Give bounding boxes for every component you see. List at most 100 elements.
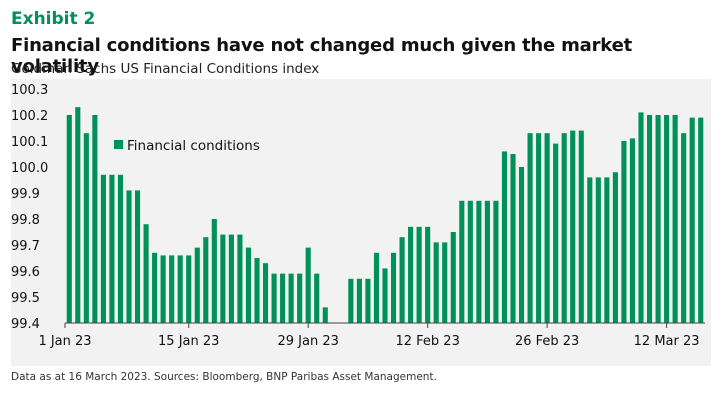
bar	[373, 252, 380, 323]
bar	[271, 273, 277, 323]
bar	[254, 258, 260, 323]
y-tick-label: 99.7	[11, 239, 40, 254]
bar	[177, 255, 183, 323]
bar	[314, 273, 320, 323]
bar	[518, 167, 525, 323]
bar	[646, 115, 653, 323]
bar	[664, 115, 670, 323]
bar	[544, 133, 550, 323]
bar	[467, 200, 473, 323]
bar	[621, 141, 627, 323]
y-tick-label: 100.0	[11, 161, 48, 176]
bar	[655, 115, 661, 323]
bar	[476, 200, 482, 323]
bar	[425, 226, 431, 323]
bar	[228, 234, 234, 323]
y-tick-label: 99.4	[11, 317, 40, 332]
bar	[356, 278, 362, 323]
bar	[305, 247, 311, 323]
bar	[681, 133, 687, 323]
exhibit-label: Exhibit 2	[11, 9, 96, 29]
bar	[416, 226, 422, 323]
bar	[698, 117, 704, 323]
bar	[143, 224, 149, 323]
bar	[689, 117, 695, 323]
bar	[134, 190, 141, 323]
bar	[578, 130, 584, 323]
y-tick-label: 100.3	[11, 83, 48, 98]
bar	[501, 151, 508, 323]
bar	[186, 255, 192, 323]
bar	[527, 133, 533, 323]
bar	[399, 237, 405, 323]
bar	[160, 255, 166, 323]
bar	[629, 138, 636, 323]
bar	[83, 133, 89, 323]
legend-label: Financial conditions	[127, 138, 260, 154]
y-tick-label: 100.1	[11, 135, 48, 150]
bar	[126, 190, 132, 323]
bar	[408, 226, 414, 323]
bar	[237, 234, 243, 323]
y-tick-label: 99.6	[11, 265, 40, 280]
bar	[280, 273, 286, 323]
bar	[152, 252, 158, 323]
bar	[672, 115, 678, 323]
y-tick-label: 99.5	[11, 291, 40, 306]
bar	[288, 273, 294, 323]
bar	[109, 174, 115, 323]
bar	[92, 115, 98, 323]
bar	[390, 252, 397, 323]
y-tick-label: 99.9	[11, 187, 40, 202]
bar	[117, 174, 124, 323]
bar	[194, 247, 200, 323]
bar	[348, 278, 354, 323]
bar	[459, 200, 465, 323]
bar	[365, 278, 371, 323]
chart-panel: 99.4 99.5 99.6 99.7 99.8 99.9 100.0 100.1 100.2 1…	[11, 79, 711, 366]
bar	[561, 133, 567, 323]
bar	[220, 234, 226, 323]
x-tick-label: 15 Jan 23	[158, 334, 219, 349]
bar	[262, 263, 269, 323]
bar	[570, 130, 576, 323]
x-tick-label: 12 Feb 23	[395, 334, 459, 349]
source-note: Data as at 16 March 2023. Sources: Bloom…	[11, 371, 437, 383]
bar	[484, 200, 490, 323]
bar	[211, 219, 217, 323]
x-tick-label: 12 Mar 23	[634, 334, 700, 349]
bar	[382, 268, 388, 323]
bar	[553, 143, 559, 323]
bar	[203, 237, 209, 323]
x-tick-label: 26 Feb 23	[515, 334, 579, 349]
y-tick-label: 99.8	[11, 213, 40, 228]
bar	[169, 255, 175, 323]
legend-swatch	[114, 140, 123, 149]
bars	[66, 107, 704, 324]
bar	[245, 247, 252, 323]
x-tick-label: 1 Jan 23	[38, 334, 91, 349]
bar	[595, 177, 601, 323]
bar	[442, 242, 448, 323]
bar	[450, 232, 456, 323]
chart-subtitle: Goldman Sachs US Financial Conditions in…	[11, 61, 320, 77]
bar	[587, 177, 593, 323]
x-tick-label: 29 Jan 23	[278, 334, 339, 349]
bar	[322, 307, 328, 323]
bar	[75, 107, 81, 323]
bar	[638, 112, 644, 324]
bar	[493, 200, 499, 323]
bar	[66, 115, 72, 323]
y-axis: 99.4 99.5 99.6 99.7 99.8 99.9 100.0 100.1 100.2 1…	[11, 83, 48, 332]
bar	[536, 133, 542, 323]
bar-chart: 99.4 99.5 99.6 99.7 99.8 99.9 100.0 100.1 100.2 1…	[11, 83, 705, 349]
bar	[433, 242, 439, 323]
legend: Financial conditions	[114, 138, 260, 154]
chart-title: Financial conditions have not changed mu…	[11, 35, 632, 77]
y-tick-label: 100.2	[11, 109, 48, 124]
bar	[297, 273, 303, 323]
bar	[510, 154, 516, 323]
bar	[100, 174, 106, 323]
x-axis: 1 Jan 23 15 Jan 23 29 Jan 23 12 Feb 23 26 Fe…	[38, 323, 700, 349]
bar	[604, 177, 610, 323]
